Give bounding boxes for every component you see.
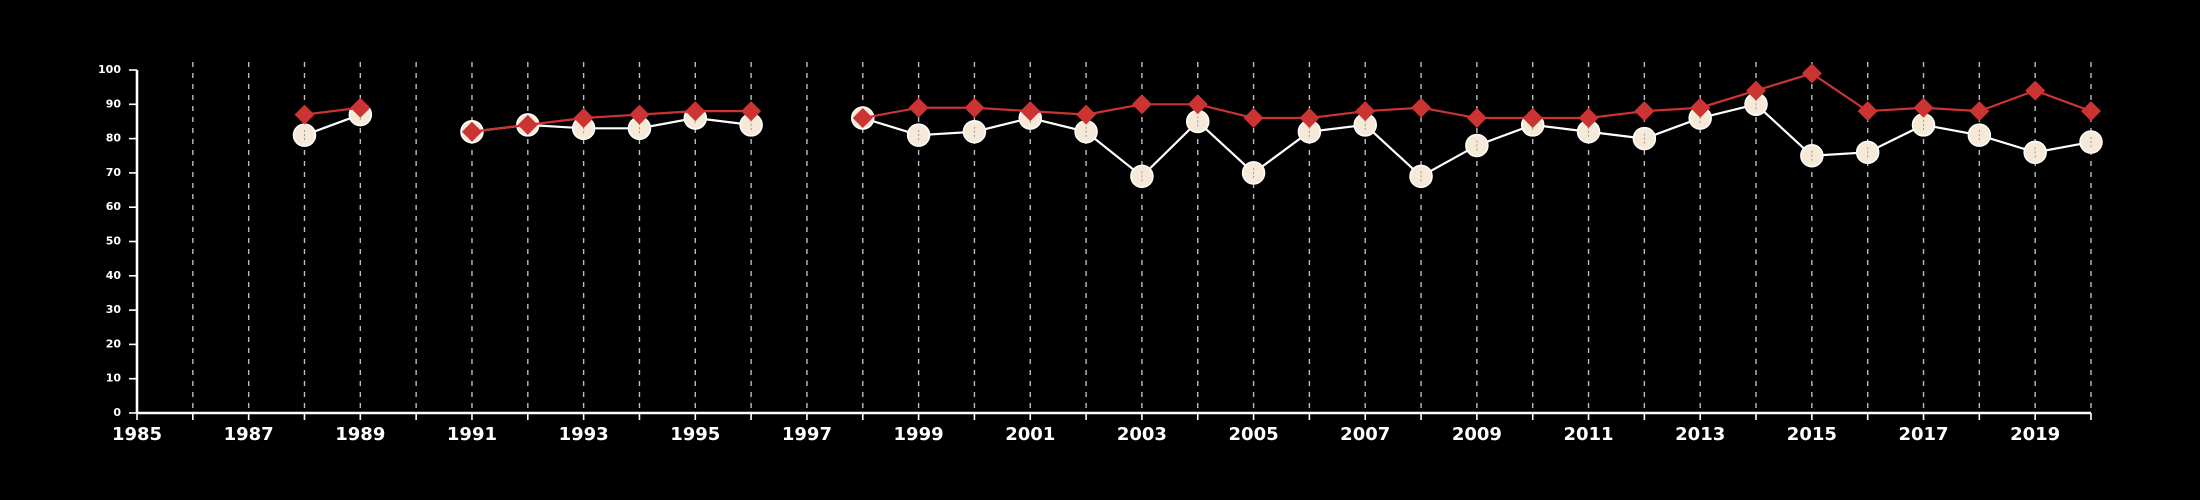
series-0 [292, 92, 2103, 189]
axis-layer: 0 10 20 30 40 50 60 70 80 90 100 1985 1987 1989 1991 19… [98, 63, 2092, 445]
data-point [685, 101, 706, 122]
data-point [294, 104, 315, 125]
x-tick-label: 1989 [335, 424, 385, 445]
data-point [1355, 101, 1376, 122]
data-point [1690, 97, 1711, 118]
data-point [2081, 101, 2101, 122]
data-point [1187, 94, 1208, 115]
data-point [1020, 101, 1041, 122]
data-point [1857, 101, 1878, 122]
data-point [517, 114, 538, 135]
y-tick-label: 20 [106, 337, 122, 350]
data-point [1243, 108, 1264, 129]
y-tick-label: 0 [113, 406, 121, 419]
data-point [1969, 101, 1990, 122]
data-point [573, 108, 594, 129]
x-tick-label: 1995 [670, 424, 720, 445]
series-layer [292, 63, 2103, 189]
x-tick-label: 2007 [1340, 424, 1390, 445]
x-tick-label: 2003 [1117, 424, 1167, 445]
y-tick-label: 10 [106, 372, 122, 385]
data-point [1913, 97, 1934, 118]
series-line [471, 116, 752, 133]
y-tick-label: 90 [106, 97, 122, 110]
data-point [1411, 97, 1432, 118]
data-point [1466, 108, 1487, 129]
x-tick-label: 1987 [224, 424, 274, 445]
data-point [1522, 108, 1543, 129]
y-tick-label: 30 [106, 303, 122, 316]
y-tick-label: 100 [98, 63, 121, 76]
data-point [2025, 80, 2046, 101]
data-point [964, 97, 985, 118]
y-tick-label: 80 [106, 132, 122, 145]
x-tick-label: 1999 [894, 424, 944, 445]
x-tick-label: 2001 [1005, 424, 1055, 445]
y-tick-label: 40 [106, 269, 122, 282]
data-point [1131, 94, 1152, 115]
y-tick-label: 60 [106, 200, 122, 213]
data-point [461, 121, 482, 142]
x-tick-label: 2015 [1787, 424, 1837, 445]
series-1 [294, 63, 2101, 142]
data-point [1076, 104, 1097, 125]
y-tick-label: 70 [106, 166, 122, 179]
x-tick-label: 2009 [1452, 424, 1502, 445]
data-point [1634, 101, 1655, 122]
data-point [1746, 80, 1767, 101]
x-tick-label: 2005 [1229, 424, 1279, 445]
y-tick-label: 50 [106, 235, 122, 248]
x-tick-label: 2019 [2010, 424, 2060, 445]
series-line [304, 106, 361, 116]
data-point [1801, 63, 1822, 84]
x-tick-label: 2011 [1563, 424, 1613, 445]
data-point [908, 97, 929, 118]
x-tick-label: 1993 [559, 424, 609, 445]
data-point [1299, 108, 1320, 129]
data-point [852, 108, 873, 129]
x-tick-label: 1985 [112, 424, 162, 445]
data-point [350, 97, 371, 118]
data-point [741, 101, 762, 122]
grid-layer [192, 62, 2092, 413]
x-tick-label: 1997 [782, 424, 832, 445]
x-tick-label: 2017 [1898, 424, 1948, 445]
x-tick-label: 2013 [1675, 424, 1725, 445]
x-tick-label: 1991 [447, 424, 497, 445]
data-point [629, 104, 650, 125]
data-point [1578, 108, 1599, 129]
